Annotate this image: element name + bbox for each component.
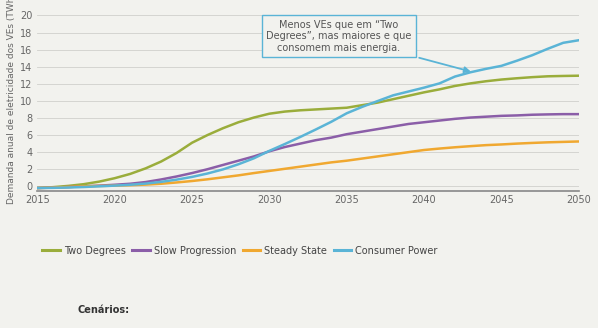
Text: Cenários:: Cenários: xyxy=(78,305,130,315)
Text: Menos VEs que em “Two
Degrees”, mas maiores e que
consomem mais energia.: Menos VEs que em “Two Degrees”, mas maio… xyxy=(266,20,469,72)
Y-axis label: Demanda anual de eletricidade dos VEs (TWh): Demanda anual de eletricidade dos VEs (T… xyxy=(7,0,16,204)
Legend: Two Degrees, Slow Progression, Steady State, Consumer Power: Two Degrees, Slow Progression, Steady St… xyxy=(42,245,438,256)
